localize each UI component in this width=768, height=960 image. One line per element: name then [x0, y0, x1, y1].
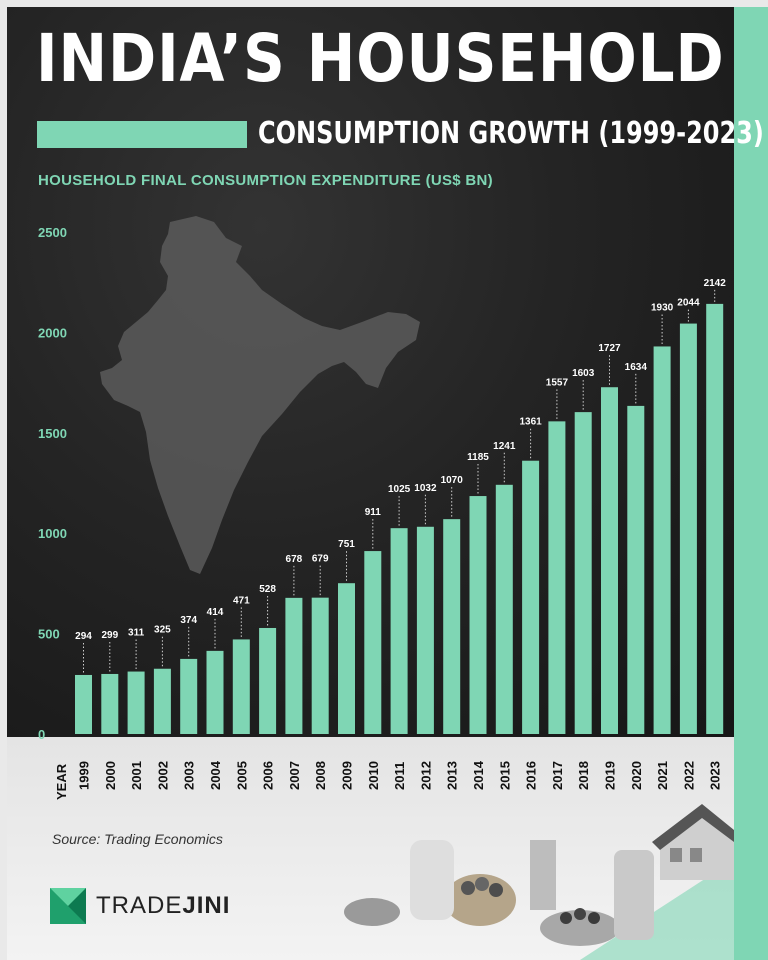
page-subtitle: CONSUMPTION GROWTH (1999-2023)	[258, 116, 764, 151]
chart-title: HOUSEHOLD FINAL CONSUMPTION EXPENDITURE …	[38, 172, 493, 189]
bar	[522, 460, 540, 734]
data-label: 1603	[572, 368, 595, 379]
data-label: 678	[286, 554, 303, 565]
bar	[259, 627, 277, 734]
data-label: 299	[101, 630, 118, 641]
bar	[548, 421, 566, 734]
data-label: 528	[259, 584, 276, 595]
tradejini-logo-icon	[50, 888, 86, 924]
bar	[706, 303, 724, 734]
y-tick-label: 0	[38, 727, 45, 742]
groceries-house-illustration	[344, 804, 734, 960]
bar	[443, 519, 461, 734]
bar	[127, 671, 145, 734]
x-tick-label: 2015	[497, 761, 512, 790]
x-tick-label: 2006	[261, 761, 276, 790]
data-label: 1727	[598, 343, 621, 354]
data-label: 1241	[493, 441, 516, 452]
x-tick-label: 2018	[576, 761, 591, 790]
logo-wordmark: TRADEJINI	[96, 892, 230, 920]
logo-text-trade: TRADE	[96, 892, 183, 919]
x-tick-label: 2009	[340, 761, 355, 790]
bar	[679, 323, 697, 734]
x-tick-label: 2019	[603, 761, 618, 790]
x-tick-label: 2014	[471, 760, 486, 790]
source-note: Source: Trading Economics	[52, 831, 223, 847]
bar	[601, 387, 618, 734]
data-label: 414	[207, 607, 224, 618]
bar	[232, 639, 250, 734]
bar	[627, 405, 645, 734]
x-tick-label: 2023	[708, 761, 723, 790]
india-map-silhouette	[100, 216, 420, 574]
data-label: 679	[312, 554, 329, 565]
x-tick-label: 2017	[550, 761, 565, 790]
bar	[285, 597, 303, 734]
data-label: 911	[365, 507, 382, 518]
data-label: 374	[180, 615, 197, 626]
bar	[390, 528, 408, 734]
bar	[495, 484, 513, 734]
data-label: 311	[128, 628, 145, 639]
tradejini-logo: TRADEJINI	[50, 888, 230, 924]
data-label: 1025	[388, 484, 411, 495]
bar	[364, 551, 382, 734]
bar	[416, 526, 434, 734]
x-tick-label: 1999	[77, 761, 92, 790]
y-tick-label: 1000	[38, 526, 67, 541]
data-label: 294	[75, 631, 92, 642]
logo-text-jini: JINI	[182, 892, 231, 919]
accent-strip	[734, 7, 768, 960]
x-tick-label: 2007	[287, 761, 302, 790]
data-label: 1930	[651, 302, 674, 313]
x-tick-label: 2012	[418, 761, 433, 790]
x-tick-label: 2021	[655, 761, 670, 790]
bar	[338, 583, 355, 734]
bar	[574, 412, 592, 734]
data-label: 325	[154, 625, 171, 636]
x-axis-label: YEAR	[54, 763, 69, 800]
data-label: 751	[338, 539, 355, 550]
x-tick-label: 2000	[103, 761, 118, 790]
x-tick-label: 2010	[366, 761, 381, 790]
x-tick-label: 2022	[681, 761, 696, 790]
bar	[206, 650, 224, 734]
data-label: 1185	[467, 452, 489, 463]
bar	[311, 597, 329, 734]
x-tick-label: 2020	[629, 761, 644, 790]
title-accent-bar	[37, 121, 247, 148]
data-label: 1361	[519, 417, 542, 428]
y-tick-label: 500	[38, 627, 60, 642]
x-tick-label: 2001	[129, 761, 144, 790]
data-label: 2044	[677, 298, 700, 309]
x-tick-label: 2008	[313, 761, 328, 790]
bar	[469, 496, 487, 734]
page-title: INDIA’S HOUSEHOLD	[36, 20, 725, 97]
x-tick-label: 2005	[234, 761, 249, 790]
data-label: 1557	[546, 377, 569, 388]
bar	[180, 658, 198, 734]
data-label: 2142	[704, 278, 727, 289]
x-tick-label: 2013	[445, 761, 460, 790]
y-tick-label: 1500	[38, 426, 67, 441]
bar	[101, 673, 119, 734]
y-tick-label: 2000	[38, 325, 67, 340]
x-tick-label: 2016	[524, 761, 539, 790]
x-tick-label: 2002	[155, 761, 170, 790]
bar	[153, 668, 171, 734]
data-label: 1070	[441, 475, 464, 486]
data-label: 471	[233, 595, 250, 606]
y-tick-label: 2500	[38, 225, 67, 240]
x-tick-label: 2011	[392, 762, 407, 790]
data-label: 1634	[625, 362, 648, 373]
x-tick-label: 2003	[182, 761, 197, 790]
x-tick-label: 2004	[208, 760, 223, 790]
data-label: 1032	[414, 483, 437, 494]
bar	[653, 346, 671, 734]
bar	[75, 674, 92, 734]
